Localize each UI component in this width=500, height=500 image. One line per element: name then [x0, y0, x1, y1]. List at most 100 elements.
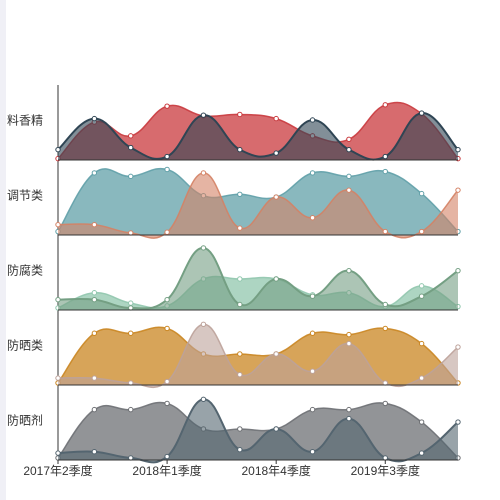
panel-5-series-a-point-10[interactable]: [418, 419, 425, 425]
panel-1-series-a-point-2[interactable]: [128, 133, 134, 139]
panel-5-series-b-point-8[interactable]: [346, 415, 352, 422]
panel-2-series-b-point-8[interactable]: [346, 187, 352, 193]
panel-4-series-a-point-3[interactable]: [164, 325, 170, 332]
panel-2-series-b-point-2[interactable]: [128, 230, 134, 236]
panel-2-series-a-point-1[interactable]: [91, 170, 98, 176]
panel-3-series-b-point-9[interactable]: [382, 301, 388, 308]
panel-1-series-a-point-5[interactable]: [237, 111, 243, 118]
panel-2-series-a-point-5[interactable]: [237, 191, 243, 197]
panel-3-series-b-point-1[interactable]: [91, 296, 98, 303]
panel-3-series-a-point-2[interactable]: [128, 300, 134, 306]
panel-2-series-b-point-7[interactable]: [309, 215, 316, 221]
panel-4-series-b-point-7[interactable]: [309, 368, 316, 374]
panel-5-series-b-point-4[interactable]: [200, 396, 207, 402]
panel-3-series-a-point-10[interactable]: [418, 283, 425, 289]
panel-3-series-b-point-0[interactable]: [55, 296, 61, 303]
panel-4-series-b-point-3[interactable]: [164, 378, 170, 385]
panel-4-series-a-point-7[interactable]: [309, 330, 316, 336]
panel-2-series-a-point-2[interactable]: [128, 173, 134, 180]
panel-4-series-b-point-4[interactable]: [200, 321, 207, 327]
panel-2-series-b-point-5[interactable]: [237, 225, 243, 231]
panel-1-series-b-point-6[interactable]: [273, 150, 279, 156]
panel-2-series-a-point-7[interactable]: [309, 170, 316, 176]
panel-1-series-b-point-9[interactable]: [382, 153, 388, 160]
x-tick-label-0: 2017年2季度: [23, 463, 92, 478]
panel-3-series-a-point-5[interactable]: [237, 276, 243, 282]
panel-3-series-b-point-10[interactable]: [418, 293, 425, 299]
panel-1-series-b-point-3[interactable]: [164, 153, 170, 160]
panel-3-series-b-point-7[interactable]: [309, 293, 316, 299]
panel-5-series-b-point-5[interactable]: [237, 446, 243, 453]
panel-4-series-a-point-2[interactable]: [128, 330, 134, 336]
panel-3-series-a-point-1[interactable]: [91, 290, 98, 296]
panel-2-series-b-point-1[interactable]: [91, 221, 98, 228]
panel-4-series-b-point-5[interactable]: [237, 371, 243, 378]
panel-5-series-a-point-9[interactable]: [382, 400, 388, 407]
panel-1-series-b-point-2[interactable]: [128, 144, 134, 151]
panel-5-series-a-point-3[interactable]: [164, 400, 170, 407]
panel-2-series-b-area: [58, 172, 458, 239]
panel-5-series-b-point-6[interactable]: [273, 426, 279, 432]
panel-2-series-b-point-9[interactable]: [382, 228, 388, 235]
panel-4-series-b-point-11[interactable]: [455, 344, 461, 350]
panel-2-series-a-point-9[interactable]: [382, 168, 388, 175]
panel-5-series-a-point-2[interactable]: [128, 406, 134, 413]
panel-4-series-b-point-0[interactable]: [55, 375, 61, 381]
panel-1-series-a-point-6[interactable]: [273, 115, 279, 122]
panel-5-series-b-point-7[interactable]: [309, 449, 316, 455]
panel-1-series-a-area: [58, 102, 458, 160]
panel-1-series-b-point-5[interactable]: [237, 146, 243, 153]
panel-4-series-b-point-10[interactable]: [418, 375, 425, 381]
panel-4-series-a-point-10[interactable]: [418, 340, 425, 347]
panel-2-series-b-point-4[interactable]: [200, 170, 207, 176]
panel-5-series-b-point-3[interactable]: [164, 453, 170, 460]
panel-1-series-a-point-8[interactable]: [346, 136, 352, 143]
panel-4-series-a-point-5[interactable]: [237, 351, 243, 357]
panel-1-series-b-point-11[interactable]: [455, 146, 461, 153]
panel-3-series-b-point-6[interactable]: [273, 276, 279, 282]
panel-3-series-b-point-11[interactable]: [455, 267, 461, 274]
panel-5-series-b-point-9[interactable]: [382, 455, 388, 461]
panel-5-series-b-point-2[interactable]: [128, 455, 134, 461]
panel-1-series-a-point-3[interactable]: [164, 103, 170, 109]
panel-5-series-b-point-10[interactable]: [418, 450, 425, 456]
panel-1-series-b-point-4[interactable]: [200, 112, 207, 118]
panel-3-series-b-point-3[interactable]: [164, 296, 170, 303]
panel-2-series-b-point-3[interactable]: [164, 229, 170, 235]
panel-1-series-a-point-9[interactable]: [382, 102, 388, 108]
panel-4-series-b-point-6[interactable]: [273, 351, 279, 357]
panel-4: [55, 321, 461, 389]
panel-5-series-a-point-1[interactable]: [91, 406, 98, 413]
panel-4-series-a-point-1[interactable]: [91, 330, 98, 336]
panel-5-series-b-point-11[interactable]: [455, 419, 461, 425]
panel-4-series-b-point-1[interactable]: [91, 375, 98, 381]
panel-1-series-b-point-1[interactable]: [91, 115, 98, 122]
panel-4-series-b-point-2[interactable]: [128, 380, 134, 386]
panel-4-series-a-point-8[interactable]: [346, 331, 352, 338]
panel-5-series-a-point-7[interactable]: [309, 406, 316, 413]
panel-1-series-b-point-0[interactable]: [55, 146, 61, 153]
panel-2-series-a-point-10[interactable]: [418, 190, 425, 197]
panel-4-series-a-point-9[interactable]: [382, 325, 388, 332]
panel-3-series-b-point-5[interactable]: [237, 301, 243, 308]
panel-5-series-a-point-5[interactable]: [237, 426, 243, 432]
panel-2-series-b-point-0[interactable]: [55, 221, 61, 228]
panel-2-series-a-point-3[interactable]: [164, 166, 170, 173]
panel-4-series-b-point-9[interactable]: [382, 380, 388, 386]
panel-4-series-a-line: [57, 326, 459, 384]
panel-3-series-b-point-2[interactable]: [128, 305, 134, 311]
panel-5-series-b-point-0[interactable]: [55, 450, 61, 456]
panel-5-series-a-point-8[interactable]: [346, 406, 352, 413]
panel-2-series-b-point-11[interactable]: [455, 187, 461, 193]
panel-2-series-b-point-6[interactable]: [273, 194, 279, 200]
panel-1-series-b-point-10[interactable]: [418, 110, 425, 116]
panel-3-series-b-point-8[interactable]: [346, 267, 352, 274]
panel-2-series-b-point-10[interactable]: [418, 228, 425, 235]
panel-3-series-b-point-4[interactable]: [200, 245, 207, 251]
panel-4-series-b-point-8[interactable]: [346, 340, 352, 347]
panel-1-series-b-point-8[interactable]: [346, 146, 352, 153]
panel-2-series-a-point-8[interactable]: [346, 173, 352, 180]
panel-5-series-b-point-1[interactable]: [91, 449, 98, 455]
panel-2: [55, 166, 461, 239]
panel-1-series-b-point-7[interactable]: [309, 117, 316, 123]
